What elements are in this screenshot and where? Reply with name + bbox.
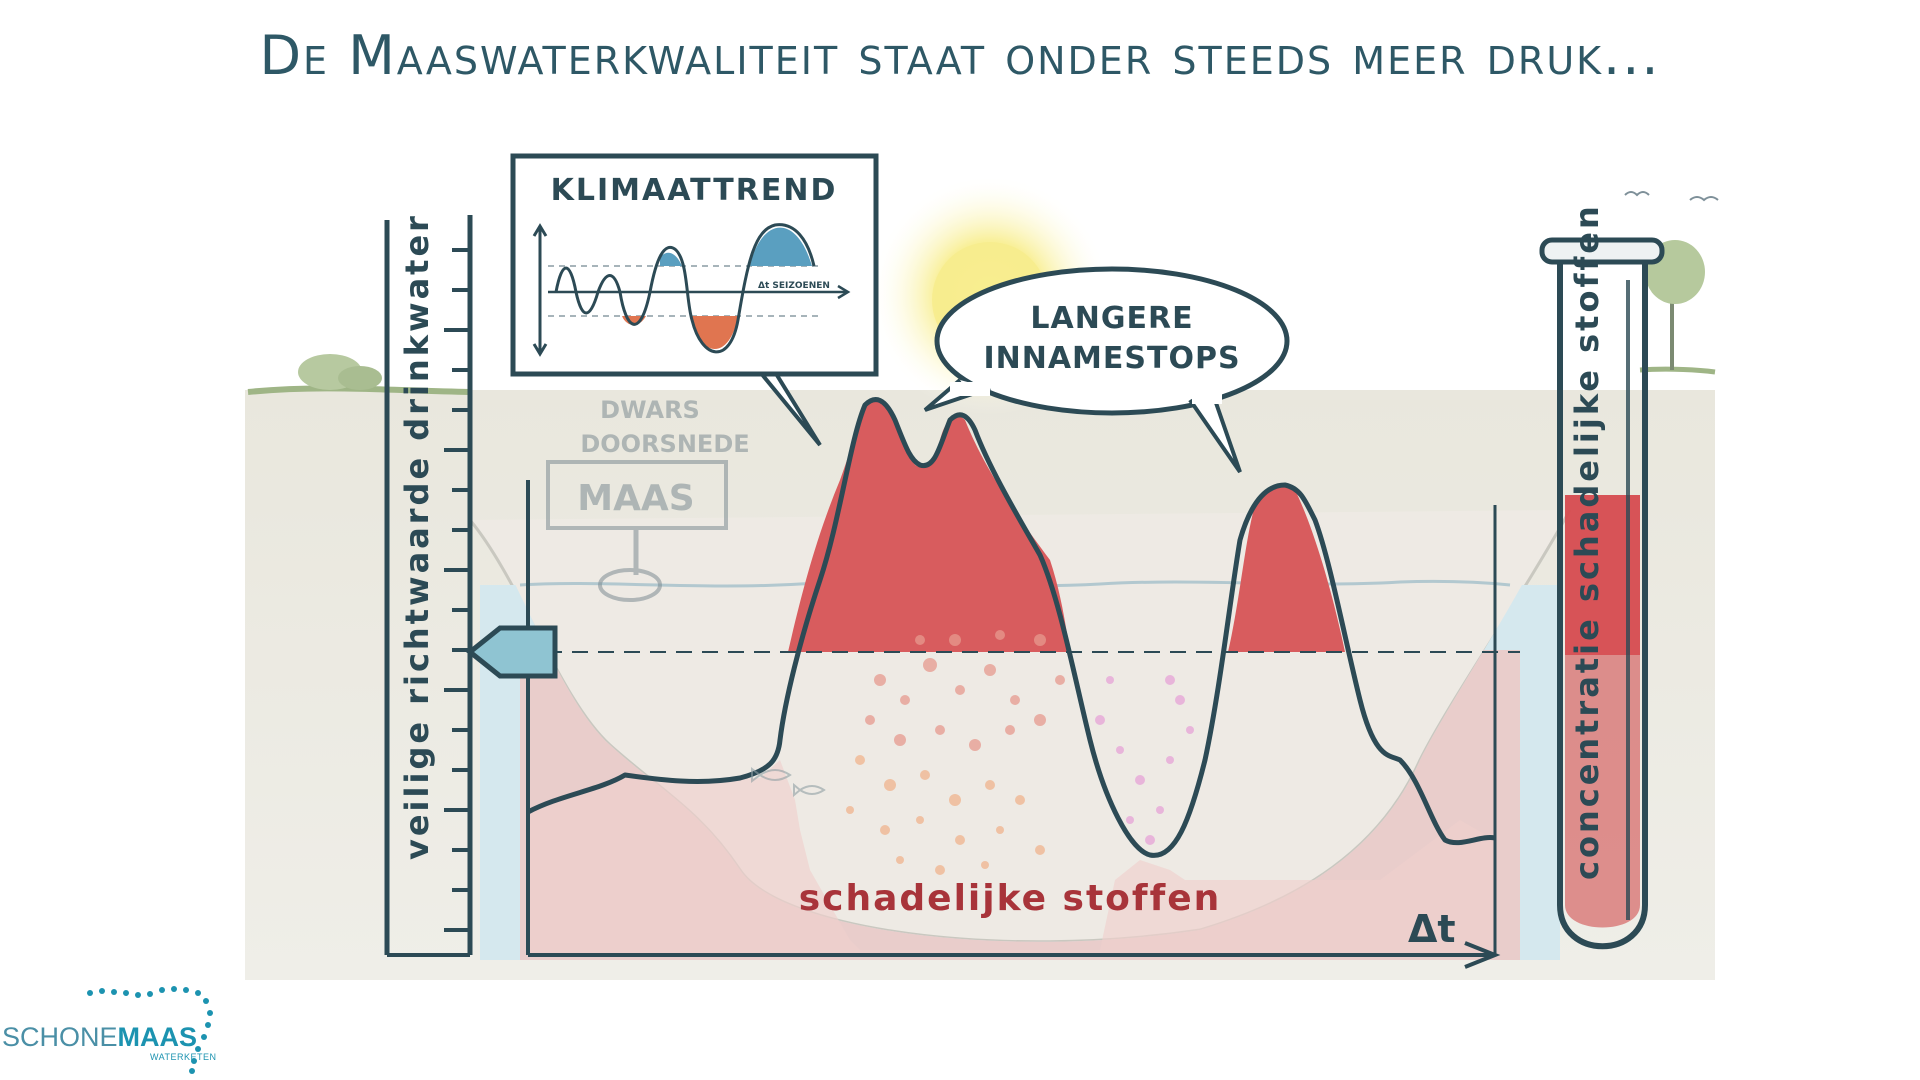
sign-line-2: DOORSNEDE — [580, 430, 749, 458]
ruler-label: veilige richtwaarde drinkwater — [398, 213, 436, 860]
threshold-pointer-icon — [465, 625, 558, 679]
time-axis-label: Δt — [1408, 907, 1456, 951]
page-title: De Maaswaterkwaliteit staat onder steeds… — [259, 24, 1661, 87]
klimaat-high-2 — [750, 227, 812, 266]
left-bush-small — [338, 366, 382, 390]
speech-bubble: LANGERE INNAMESTOPS — [920, 266, 1290, 474]
concentration-peak-2 — [1228, 485, 1345, 652]
klimaat-high-1 — [660, 252, 682, 266]
bird-icon — [1624, 191, 1650, 197]
tube-fill-high — [1565, 495, 1640, 655]
tube-label: concentratie schadelijke stoffen — [1568, 203, 1606, 880]
safe-value-ruler: veilige richtwaarde drinkwater — [384, 213, 473, 957]
tube-outline — [1557, 255, 1648, 950]
klimaat-pointer — [758, 370, 822, 447]
test-tube: concentratie schadelijke stoffen — [1539, 203, 1665, 950]
x-axis-arrow-icon — [1464, 941, 1501, 969]
fish-icon — [793, 782, 826, 798]
pollution-bottom — [528, 760, 1495, 955]
water-surface — [519, 579, 1511, 588]
sign-line-1: DWARS — [600, 396, 700, 424]
klimaat-curve — [554, 223, 816, 354]
bottom-label: schadelijke stoffen — [799, 878, 1222, 919]
concentration-curve — [526, 397, 1496, 858]
schonemaas-logo — [87, 986, 213, 1074]
bird-icon — [1689, 196, 1719, 202]
sign-buoy — [598, 568, 662, 602]
sign-line-3: MAAS — [577, 478, 694, 519]
logo-text: SCHONEMAAS — [2, 1022, 197, 1053]
right-grass — [1639, 366, 1716, 375]
klimaat-title: KLIMAATTREND — [551, 173, 838, 208]
logo-part-2: MAAS — [117, 1022, 198, 1052]
bubble-line-1: LANGERE — [1030, 301, 1193, 336]
concentration-peak-1 — [788, 399, 1070, 652]
bubble-shape — [934, 266, 1290, 416]
klimaattrend-panel: KLIMAATTREND Δt SEIZOENEN — [510, 153, 879, 447]
klimaat-box — [510, 153, 879, 377]
bubble-tail-right — [1188, 398, 1242, 474]
logo-subtitle: WATERKETEN — [150, 1052, 217, 1062]
bubble-line-2: INNAMESTOPS — [983, 341, 1240, 376]
logo-part-1: SCHONE — [2, 1022, 118, 1052]
fish-icon — [751, 767, 792, 783]
tube-fill-low — [1565, 655, 1640, 928]
cross-section-sign: DWARS DOORSNEDE MAAS — [546, 396, 750, 602]
klimaat-axis-label: Δt SEIZOENEN — [758, 281, 830, 291]
tube-rim — [1539, 237, 1665, 265]
pollution-particles — [846, 630, 1194, 875]
